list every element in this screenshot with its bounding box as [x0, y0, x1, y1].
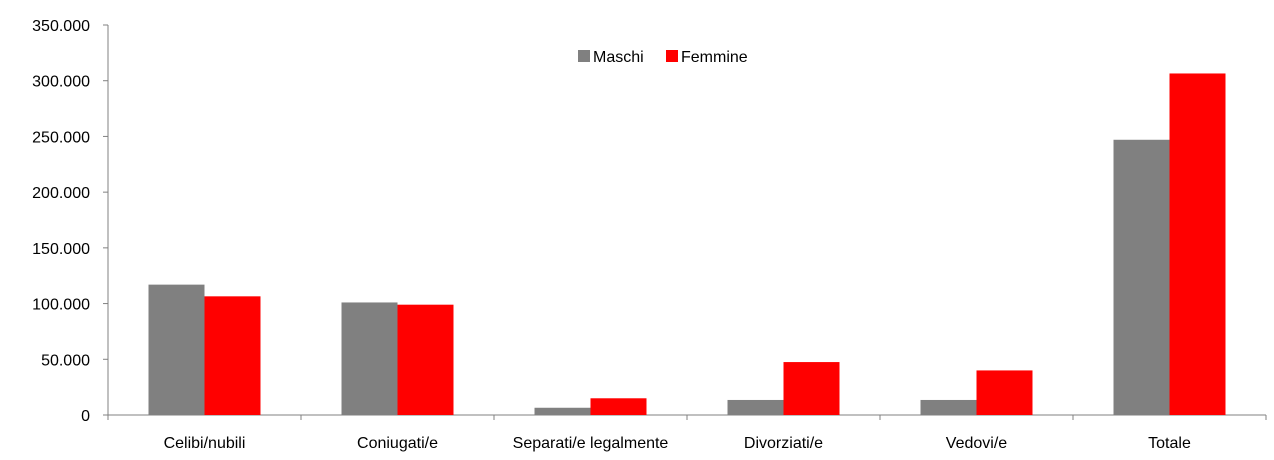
x-tick-label: Celibi/nubili	[164, 435, 246, 452]
bar-maschi	[534, 407, 591, 415]
x-tick-label: Vedovi/e	[946, 435, 1007, 452]
y-tick-label: 150.000	[32, 241, 90, 258]
x-tick-label: Separati/e legalmente	[513, 435, 669, 452]
y-axis: 0 50.000 100.000 150.000 200.000 250.000 300.0…	[32, 18, 109, 425]
y-tick-label: 200.000	[32, 185, 90, 202]
legend-swatch	[578, 50, 590, 62]
bar-femmine	[397, 304, 454, 415]
y-tick-label: 0	[81, 408, 90, 425]
bar-femmine	[976, 370, 1033, 415]
legend-swatch	[666, 50, 678, 62]
y-tick-label: 300.000	[32, 74, 90, 91]
bar-maschi	[920, 399, 977, 415]
y-tick-label: 350.000	[32, 18, 90, 35]
bar-femmine	[204, 296, 261, 415]
bar-femmine	[783, 362, 840, 415]
legend-label: Maschi	[593, 49, 644, 66]
legend-label: Femmine	[681, 49, 748, 66]
y-tick-label: 100.000	[32, 297, 90, 314]
bar-maschi	[1113, 139, 1170, 415]
x-tick-label: Coniugati/e	[357, 435, 438, 452]
y-tick-label: 250.000	[32, 129, 90, 146]
bar-femmine	[1169, 73, 1226, 415]
x-tick-label: Divorziati/e	[744, 435, 823, 452]
bar-maschi	[341, 302, 398, 415]
bar-femmine	[590, 398, 647, 415]
legend: Maschi Femmine	[578, 49, 748, 66]
bar-maschi	[148, 284, 205, 415]
y-tick-label: 50.000	[41, 352, 90, 369]
bar-maschi	[727, 399, 784, 415]
bars	[148, 73, 1226, 415]
x-tick-label: Totale	[1148, 435, 1191, 452]
x-axis: Celibi/nubili Coniugati/e Separati/e legal…	[107, 414, 1267, 452]
